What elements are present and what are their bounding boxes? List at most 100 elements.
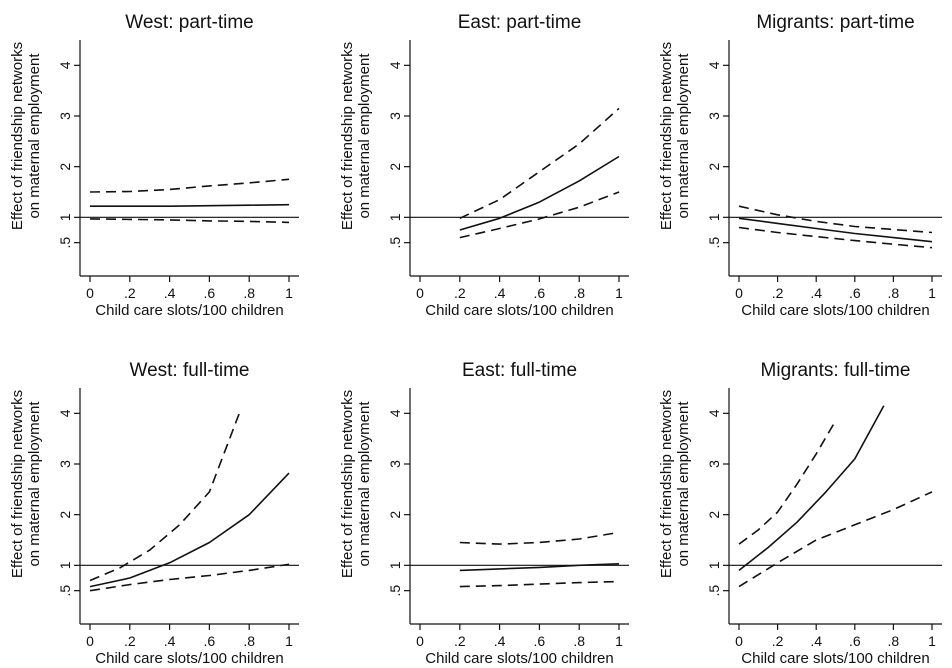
y-tick-label: .5	[57, 237, 73, 249]
y-tick-label: 1	[387, 213, 403, 221]
y-tick-label: 2	[57, 511, 73, 519]
y-tick-label: 3	[387, 112, 403, 120]
y-tick-label: 3	[57, 460, 73, 468]
y-axis-title-line: on maternal employment	[675, 53, 692, 219]
ci-bound-line	[89, 413, 241, 582]
x-tick-label: .8	[573, 633, 585, 649]
x-tick-label: .6	[534, 633, 546, 649]
x-tick-label: 0	[416, 633, 424, 649]
x-tick-label: .8	[888, 633, 900, 649]
y-tick-label: 2	[57, 163, 73, 171]
x-tick-label: 1	[285, 633, 293, 649]
y-axis-title-line: on maternal employment	[26, 53, 43, 219]
chart-title: East: part-time	[458, 12, 582, 33]
chart-title: West: full-time	[129, 360, 249, 381]
x-tick-label: .4	[494, 633, 506, 649]
y-tick-label: 1	[57, 561, 73, 569]
y-axis-title-line: on maternal employment	[675, 401, 692, 567]
y-axis-title-line: on maternal employment	[26, 401, 43, 567]
y-tick-label: .5	[706, 237, 722, 249]
ci-bound-line	[459, 191, 620, 239]
x-tick-label: .6	[204, 633, 216, 649]
x-tick-label: 1	[928, 285, 936, 301]
y-tick-label: 4	[57, 61, 73, 69]
x-tick-label: .2	[772, 633, 784, 649]
x-tick-label: .2	[124, 285, 136, 301]
chart-title: Migrants: part-time	[756, 12, 914, 33]
x-tick-label: .6	[204, 285, 216, 301]
y-axis-title-line: on maternal employment	[356, 401, 373, 567]
y-tick-label: 1	[387, 561, 403, 569]
ci-bound-line	[459, 531, 620, 545]
y-tick-label: 1	[706, 213, 722, 221]
estimate-line	[89, 472, 290, 588]
y-tick-label: 1	[57, 213, 73, 221]
y-tick-label: 2	[706, 511, 722, 519]
y-tick-label: 2	[387, 163, 403, 171]
x-axis-title: Child care slots/100 children	[425, 302, 613, 319]
x-tick-label: .4	[164, 633, 176, 649]
chart-title: Migrants: full-time	[761, 360, 911, 381]
x-tick-label: .6	[849, 285, 861, 301]
x-tick-label: 0	[735, 633, 743, 649]
x-tick-label: .4	[810, 285, 822, 301]
x-tick-label: .8	[243, 285, 255, 301]
y-axis-title-line: Effect of friendship networks	[339, 390, 356, 578]
y-tick-label: 4	[57, 409, 73, 417]
chart-title: West: part-time	[125, 12, 253, 33]
x-tick-label: 0	[86, 285, 94, 301]
y-tick-label: 4	[706, 61, 722, 69]
x-tick-label: .4	[164, 285, 176, 301]
y-tick-label: 3	[57, 112, 73, 120]
ci-bound-line	[738, 205, 933, 234]
chart-title: East: full-time	[462, 360, 577, 381]
x-tick-label: .4	[810, 633, 822, 649]
x-tick-label: .2	[454, 285, 466, 301]
y-tick-label: .5	[387, 237, 403, 249]
x-tick-label: .8	[573, 285, 585, 301]
x-tick-label: .2	[454, 633, 466, 649]
x-tick-label: 0	[86, 633, 94, 649]
y-tick-label: 4	[387, 61, 403, 69]
estimate-line	[738, 405, 885, 572]
y-tick-label: .5	[387, 585, 403, 597]
ci-bound-line	[738, 420, 837, 545]
y-tick-label: 4	[387, 409, 403, 417]
x-tick-label: 0	[416, 285, 424, 301]
y-axis-title-line: Effect of friendship networks	[658, 42, 675, 230]
y-tick-label: 2	[387, 511, 403, 519]
y-axis-title-line: Effect of friendship networks	[9, 390, 26, 578]
y-tick-label: .5	[706, 585, 722, 597]
x-tick-label: 1	[615, 285, 623, 301]
y-axis-title-line: on maternal employment	[356, 53, 373, 219]
y-tick-label: 4	[706, 409, 722, 417]
ci-bound-line	[738, 491, 933, 588]
y-tick-label: .5	[57, 585, 73, 597]
ci-bound-line	[89, 218, 290, 224]
estimate-line	[738, 217, 933, 243]
x-tick-label: .8	[243, 633, 255, 649]
x-axis-title: Child care slots/100 children	[741, 302, 929, 319]
ci-bound-line	[89, 178, 290, 193]
ci-bound-line	[738, 226, 933, 249]
x-tick-label: .6	[534, 285, 546, 301]
x-tick-label: .4	[494, 285, 506, 301]
y-tick-label: 3	[387, 460, 403, 468]
x-tick-label: .2	[772, 285, 784, 301]
x-axis-title: Child care slots/100 children	[95, 302, 283, 319]
x-tick-label: .8	[888, 285, 900, 301]
x-tick-label: .6	[849, 633, 861, 649]
y-axis-title-line: Effect of friendship networks	[9, 42, 26, 230]
y-tick-label: 3	[706, 460, 722, 468]
x-axis-title: Child care slots/100 children	[425, 650, 613, 667]
ci-bound-line	[459, 580, 620, 588]
estimate-line	[459, 563, 620, 572]
x-tick-label: 1	[285, 285, 293, 301]
y-tick-label: 3	[706, 112, 722, 120]
x-tick-label: 0	[735, 285, 743, 301]
